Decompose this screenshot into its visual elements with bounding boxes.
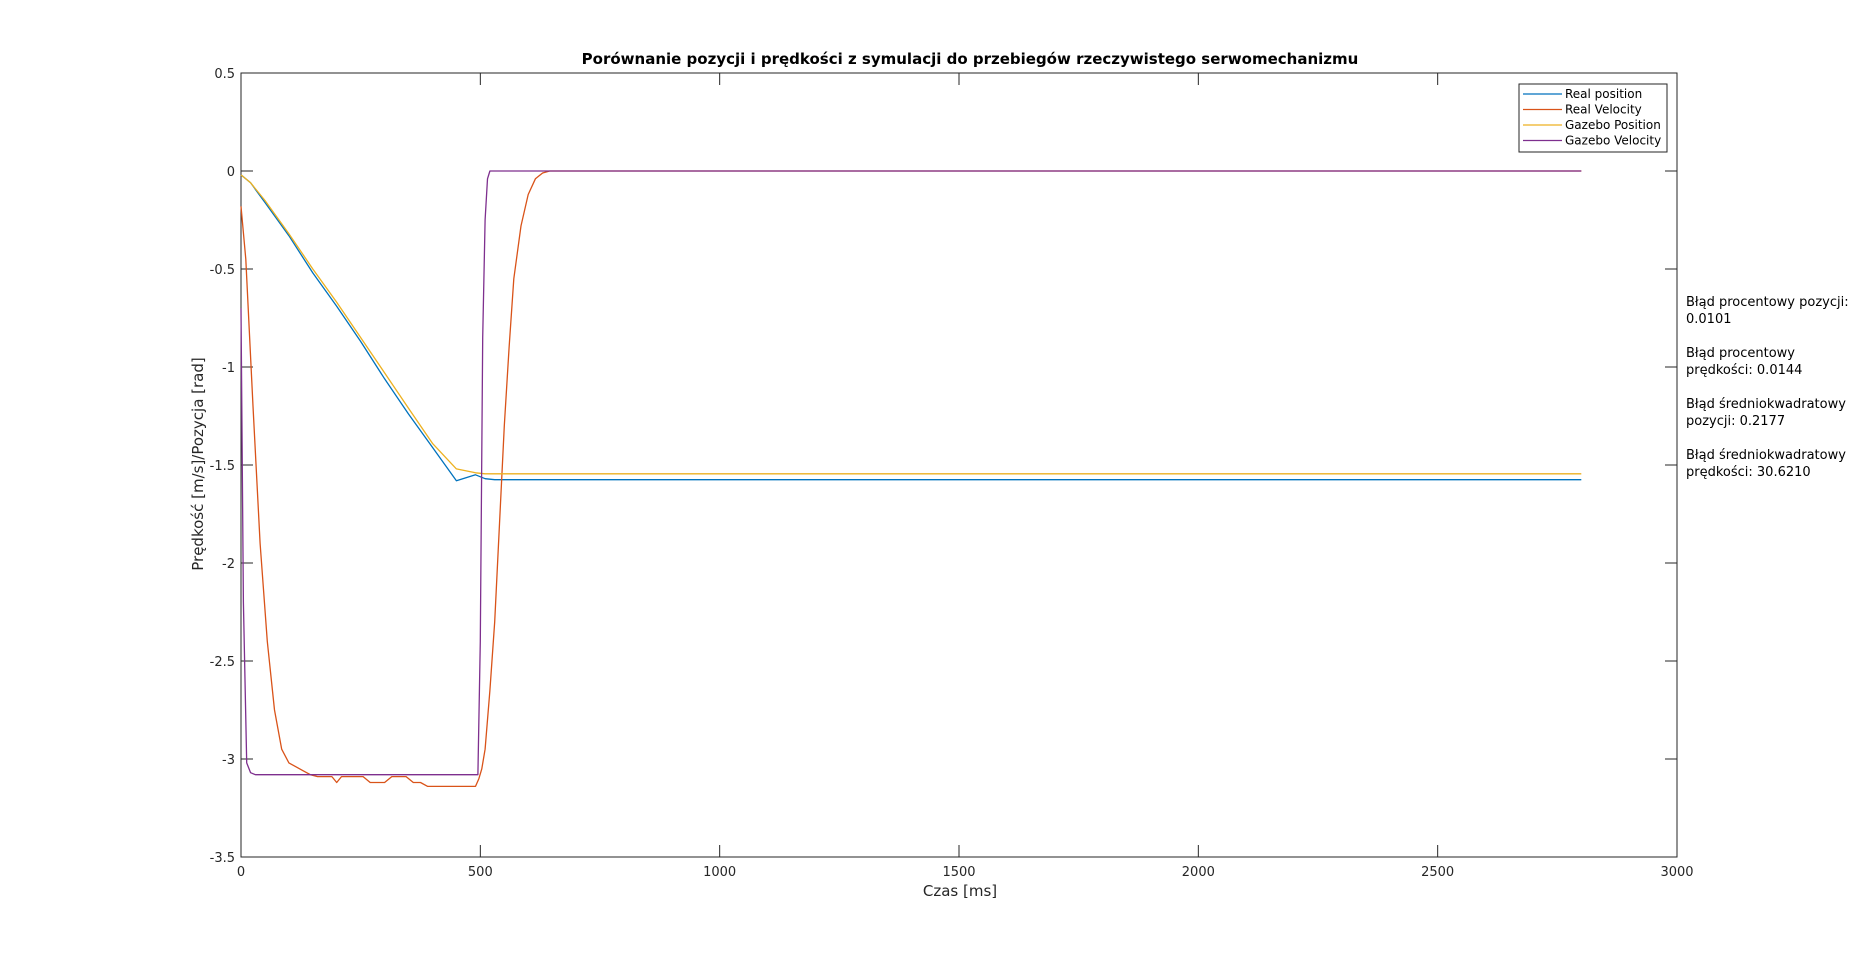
series-lines — [240, 170, 1582, 788]
y-tick-label: -0.5 — [210, 263, 235, 278]
y-tick-label: -2 — [222, 557, 235, 572]
legend-label: Real Velocity — [1565, 103, 1642, 117]
x-axis-label: Czas [ms] — [923, 882, 997, 900]
annotation-line-1: Błąd procentowy pozycji: — [1686, 295, 1849, 310]
x-tick-label: 3000 — [1660, 865, 1693, 880]
x-tick-label: 2500 — [1421, 865, 1454, 880]
series-line-3 — [240, 174, 1582, 475]
x-tick-label: 1000 — [703, 865, 736, 880]
axes: 0 500 1000 1500 2000 2500 3000 -3.5 -3 -2.5 -2 -1.5… — [210, 67, 1694, 880]
chart-title: Porównanie pozycji i prędkości z symulac… — [582, 50, 1359, 68]
y-tick-label: -3 — [222, 753, 235, 768]
legend-label: Gazebo Velocity — [1565, 134, 1661, 148]
legend-label: Real position — [1565, 87, 1642, 101]
series-line-4 — [240, 170, 1582, 776]
y-tick-label: -1.5 — [210, 459, 235, 474]
annotation-line-2: 0.0101 — [1686, 312, 1732, 327]
x-tick-label: 2000 — [1182, 865, 1215, 880]
y-tick-label: -3.5 — [210, 851, 235, 866]
y-axis-label: Prędkość [m/s]/Pozycja [rad] — [189, 357, 207, 571]
y-tick-label: 0.5 — [214, 67, 235, 82]
annotation-line-5: Błąd średniokwadratowy — [1686, 397, 1846, 412]
series-line-2 — [240, 170, 1582, 788]
y-tick-label: -1 — [222, 361, 235, 376]
x-tick-label: 1500 — [942, 865, 975, 880]
plot-area-frame — [240, 72, 1678, 858]
annotation-line-6: pozycji: 0.2177 — [1686, 414, 1786, 429]
x-tick-label: 500 — [468, 865, 493, 880]
x-tick-label: 0 — [237, 865, 245, 880]
annotation-line-7: Błąd średniokwadratowy — [1686, 448, 1846, 463]
y-tick-label: -2.5 — [210, 655, 235, 670]
annotation-line-4: prędkości: 0.0144 — [1686, 363, 1803, 378]
y-tick-label: 0 — [227, 165, 235, 180]
legend-label: Gazebo Position — [1565, 118, 1661, 132]
series-line-1 — [240, 174, 1582, 482]
annotation-line-8: prędkości: 30.6210 — [1686, 465, 1811, 480]
annotation-line-3: Błąd procentowy — [1686, 346, 1795, 361]
